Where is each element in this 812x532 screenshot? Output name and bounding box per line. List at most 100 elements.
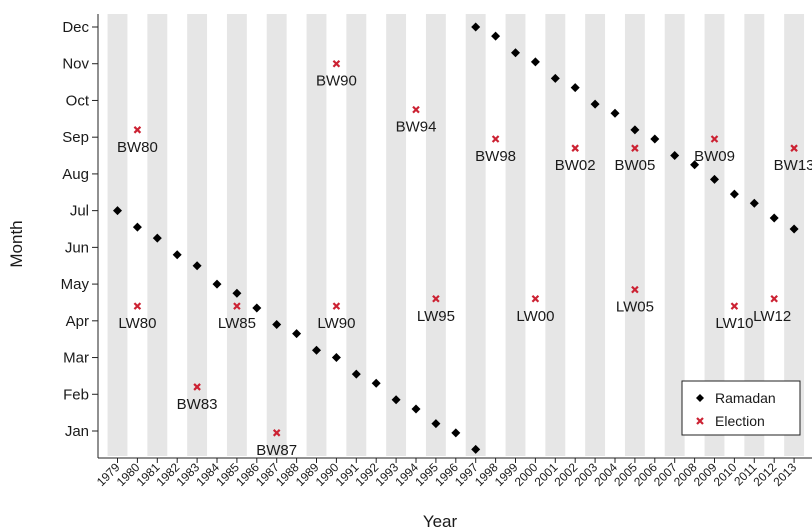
election-point xyxy=(790,144,798,152)
y-tick-label: Aug xyxy=(62,166,89,183)
x-axis-ticks: 1979198019811982198319841985198619871988… xyxy=(94,458,799,489)
legend-marker-election xyxy=(696,417,704,425)
election-point xyxy=(332,59,341,68)
election-label: LW90 xyxy=(317,315,355,332)
ramadan-point xyxy=(471,22,481,32)
ramadan-point xyxy=(710,174,719,184)
election-point xyxy=(133,126,142,134)
year-band xyxy=(386,14,407,456)
ramadan-point xyxy=(371,378,381,388)
ramadan-point xyxy=(152,233,162,243)
election-label: BW05 xyxy=(614,157,655,174)
election-label: LW95 xyxy=(417,308,455,325)
y-tick-label: Jul xyxy=(70,203,89,220)
ramadan-point xyxy=(312,345,321,355)
election-point xyxy=(571,144,579,152)
election-point xyxy=(432,295,440,303)
y-tick-label: Dec xyxy=(62,19,89,36)
year-band xyxy=(624,14,645,456)
election-point xyxy=(631,285,639,294)
year-band xyxy=(585,14,606,456)
election-label: LW05 xyxy=(616,299,654,316)
ramadan-point xyxy=(391,395,401,405)
election-point xyxy=(531,295,540,303)
legend: Ramadan Election xyxy=(681,380,801,436)
ramadan-point xyxy=(212,279,222,289)
ramadan-point xyxy=(132,222,142,232)
year-band xyxy=(425,14,446,456)
election-point xyxy=(133,302,142,310)
ramadan-point xyxy=(331,353,341,363)
ramadan-point xyxy=(252,303,262,313)
election-label: BW87 xyxy=(256,442,297,459)
legend-label: Ramadan xyxy=(715,390,776,406)
election-point xyxy=(272,429,281,437)
ramadan-point xyxy=(431,419,441,429)
ramadan-point xyxy=(630,125,640,135)
y-tick-label: May xyxy=(61,276,90,293)
election-point xyxy=(710,135,719,143)
ramadan-point xyxy=(590,99,600,109)
election-label: LW80 xyxy=(118,315,156,332)
legend-box xyxy=(681,380,801,436)
ramadan-point xyxy=(172,250,182,260)
ramadan-point xyxy=(749,198,759,208)
election-label: BW02 xyxy=(555,157,596,174)
year-band xyxy=(346,14,367,456)
election-point xyxy=(730,302,739,310)
year-band xyxy=(664,14,685,456)
ramadan-point xyxy=(192,261,202,271)
legend-marker-ramadan xyxy=(696,394,704,402)
election-label: BW98 xyxy=(475,148,516,165)
y-tick-label: Feb xyxy=(63,386,89,403)
ramadan-point xyxy=(789,224,799,234)
election-label: LW00 xyxy=(516,308,554,325)
election-label: LW12 xyxy=(753,308,791,325)
legend-label: Election xyxy=(715,413,765,429)
year-band xyxy=(306,14,327,456)
x-tick-label: 2013 xyxy=(770,460,799,489)
year-band xyxy=(545,14,566,456)
year-band xyxy=(505,14,526,456)
year-band xyxy=(465,14,486,456)
election-label: BW83 xyxy=(177,396,218,413)
x-axis-label: Year xyxy=(423,512,458,531)
series-election: BW80 LW80 BW83 LW85 BW87 BW90 LW90 BW94 LW95 BW98… xyxy=(117,59,812,459)
y-tick-label: Nov xyxy=(62,56,89,73)
legend-item-ramadan: Ramadan xyxy=(696,390,776,406)
election-label: BW13 xyxy=(774,157,812,174)
election-label: LW10 xyxy=(715,315,753,332)
year-bands xyxy=(107,14,805,456)
election-point xyxy=(193,383,201,391)
y-tick-label: Oct xyxy=(66,92,90,109)
ramadan-point xyxy=(272,319,282,329)
legend-item-election: Election xyxy=(696,413,765,429)
election-point xyxy=(233,302,241,310)
ramadan-point xyxy=(610,108,620,118)
y-axis-ticks: Jan Feb Mar Apr May Jun Jul Aug Sep Oct Nov Dec xyxy=(61,19,98,440)
ramadan-point xyxy=(650,134,660,144)
y-tick-label: Sep xyxy=(62,129,89,146)
election-point xyxy=(412,105,420,114)
ramadan-point xyxy=(550,73,560,83)
ramadan-point xyxy=(351,369,361,379)
ramadan-point xyxy=(530,57,540,67)
y-tick-label: Mar xyxy=(63,350,89,367)
ramadan-point xyxy=(729,189,739,199)
ramadan-point xyxy=(471,444,481,454)
election-label: LW85 xyxy=(218,315,256,332)
ramadan-point xyxy=(511,48,520,58)
year-band xyxy=(107,14,128,456)
y-tick-label: Apr xyxy=(66,313,89,330)
year-band xyxy=(266,14,287,456)
year-band xyxy=(704,14,725,456)
year-band xyxy=(187,14,208,456)
ramadan-point xyxy=(232,288,242,298)
ramadan-point xyxy=(769,213,779,223)
year-band xyxy=(744,14,765,456)
ramadan-point xyxy=(113,206,122,216)
ramadan-point xyxy=(411,404,421,414)
year-band xyxy=(226,14,247,456)
election-label: BW09 xyxy=(694,148,735,165)
